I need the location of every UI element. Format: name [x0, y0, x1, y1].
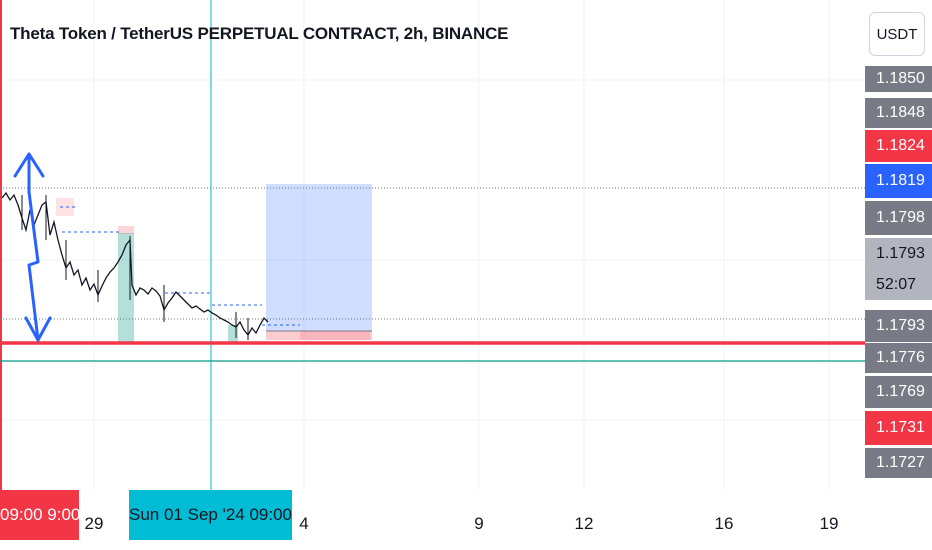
price-label: 52:07	[865, 270, 932, 300]
time-label: 12	[574, 514, 594, 533]
price-label: 1.1776	[865, 343, 932, 373]
double-arrow-icon	[13, 152, 52, 342]
price-series	[1, 191, 269, 337]
green-zone	[118, 233, 134, 343]
green-zone-small	[228, 325, 238, 343]
time-highlight-left: 09:00 9:00	[0, 490, 80, 540]
dashed-levels	[60, 206, 300, 326]
time-label: 29	[84, 514, 104, 533]
price-label: 1.1798	[865, 201, 932, 235]
time-label: 4	[299, 514, 309, 533]
price-label: 1.1819	[865, 164, 932, 198]
red-zone-small	[56, 198, 74, 216]
time-label: 9	[474, 514, 484, 533]
long-position-profit-zone	[266, 184, 372, 331]
chart-title: Theta Token / TetherUS PERPETUAL CONTRAC…	[10, 24, 509, 43]
price-label: 1.1769	[865, 376, 932, 408]
crosshair-time-label: Sun 01 Sep '24 09:00	[129, 490, 292, 540]
currency-button[interactable]: USDT	[869, 12, 925, 56]
grid	[0, 0, 865, 490]
price-label: 1.1727	[865, 448, 932, 478]
long-position-loss-zone	[266, 331, 372, 340]
time-label: 19	[819, 514, 839, 533]
chart-canvas[interactable]	[0, 0, 865, 490]
price-label: 1.1731	[865, 411, 932, 445]
red-zone-top	[118, 226, 134, 234]
candle-wicks	[21, 195, 249, 340]
price-label: 1.1793	[865, 310, 932, 342]
price-label: 1.1850	[865, 66, 932, 92]
red-zone-low	[300, 331, 370, 340]
price-label: 1.1793	[865, 238, 932, 270]
price-label: 1.1848	[865, 98, 932, 128]
price-axis[interactable]: 1.1850 1.1848 1.1824 1.1819 1.1798 1.1793 52:0…	[865, 66, 932, 490]
time-label: 16	[714, 514, 734, 533]
price-label: 1.1824	[865, 130, 932, 162]
